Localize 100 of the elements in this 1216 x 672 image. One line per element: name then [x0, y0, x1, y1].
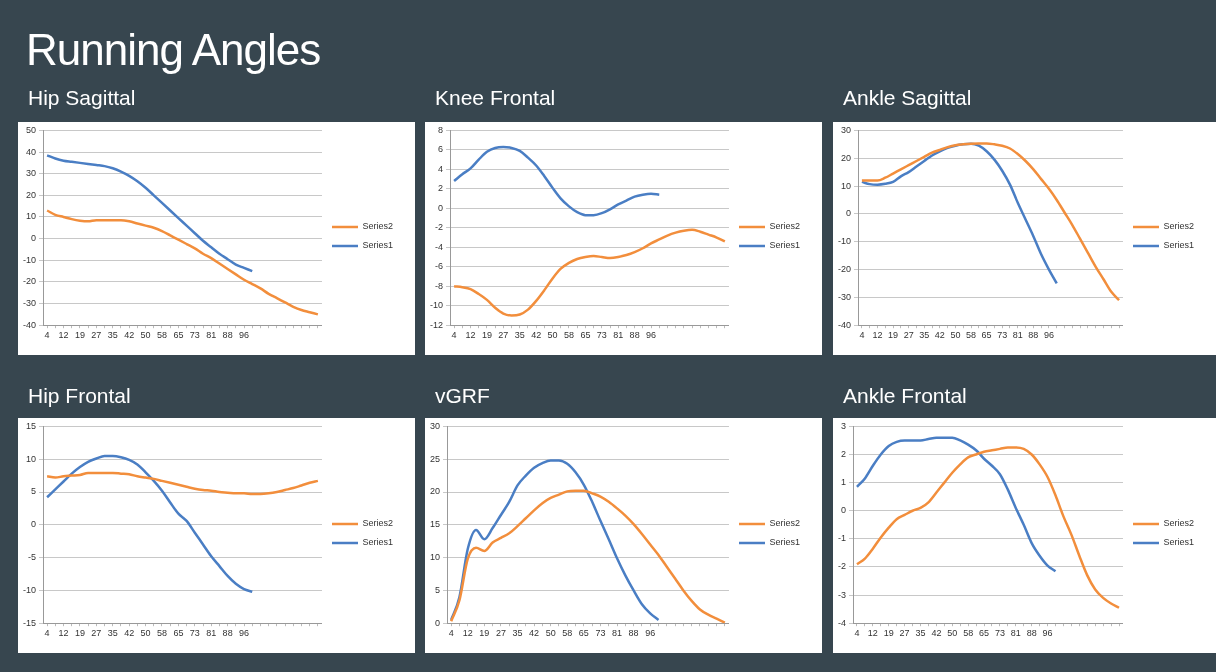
legend-label: Series2 — [1163, 518, 1194, 529]
x-tick-label: 35 — [514, 330, 525, 341]
x-tick-label: 4 — [44, 628, 50, 639]
x-tick-label: 19 — [888, 330, 899, 341]
x-tick-label: 73 — [189, 628, 200, 639]
x-tick-label: 96 — [239, 330, 250, 341]
x-tick-label: 42 — [124, 628, 135, 639]
y-tick-label: 10 — [25, 453, 37, 464]
y-tick-label: -2 — [837, 561, 846, 572]
x-tick-label: 12 — [462, 628, 473, 639]
line-series — [452, 145, 661, 217]
x-tick-label: 12 — [58, 330, 69, 341]
x-tick-label: 4 — [451, 330, 457, 341]
y-tick-label: -10 — [429, 300, 444, 311]
legend-label: Series2 — [1163, 221, 1194, 232]
y-tick-label: 10 — [840, 180, 852, 191]
y-tick-label: 5 — [30, 486, 37, 497]
y-tick-label: -12 — [429, 319, 444, 330]
x-tick-label: 27 — [91, 330, 102, 341]
y-tick-label: 50 — [25, 124, 37, 135]
x-tick-label: 96 — [645, 628, 656, 639]
y-tick-label: -8 — [434, 280, 444, 291]
y-tick-label: -20 — [22, 276, 37, 287]
x-tick-label: 65 — [580, 330, 591, 341]
x-tick-label: 42 — [931, 628, 942, 639]
y-tick-label: 0 — [437, 202, 444, 213]
x-tick-label: 50 — [947, 628, 958, 639]
x-tick-label: 42 — [934, 330, 945, 341]
x-tick-label: 96 — [1042, 628, 1053, 639]
x-tick-label: 19 — [74, 628, 85, 639]
x-tick-label: 65 — [173, 628, 184, 639]
x-tick-label: 35 — [919, 330, 930, 341]
y-tick-label: 10 — [25, 211, 37, 222]
y-tick-label: 0 — [30, 519, 37, 530]
chart-title: Knee Frontal — [435, 85, 556, 111]
legend-label: Series1 — [362, 537, 393, 548]
x-tick-label: 58 — [963, 628, 974, 639]
y-tick-label: 20 — [840, 152, 852, 163]
legend-label: Series2 — [362, 221, 393, 232]
x-tick-label: 35 — [915, 628, 926, 639]
y-tick-label: -15 — [22, 617, 37, 628]
x-tick-label: 88 — [1026, 628, 1037, 639]
x-tick-label: 27 — [495, 628, 506, 639]
y-tick-label: 25 — [430, 453, 441, 464]
x-tick-label: 4 — [44, 330, 50, 341]
y-tick-label: 15 — [430, 519, 441, 530]
x-tick-label: 27 — [498, 330, 509, 341]
legend-label: Series2 — [769, 221, 800, 232]
x-tick-label: 88 — [222, 628, 233, 639]
y-tick-label: 0 — [435, 617, 441, 628]
chart-title: Hip Frontal — [28, 383, 131, 409]
y-tick-label: 15 — [25, 420, 37, 431]
x-tick-label: 27 — [903, 330, 914, 341]
y-tick-label: 5 — [435, 584, 441, 595]
y-tick-label: 1 — [840, 477, 846, 488]
y-tick-label: 30 — [840, 124, 852, 135]
x-tick-label: 35 — [107, 628, 118, 639]
x-tick-label: 19 — [481, 330, 492, 341]
y-tick-label: 0 — [845, 208, 852, 219]
legend-label: Series1 — [769, 240, 800, 251]
x-tick-label: 19 — [883, 628, 894, 639]
x-tick-label: 50 — [140, 330, 151, 341]
x-tick-label: 50 — [140, 628, 151, 639]
x-tick-label: 73 — [596, 330, 607, 341]
y-tick-label: -30 — [22, 298, 37, 309]
x-tick-label: 35 — [512, 628, 523, 639]
x-tick-label: 4 — [854, 628, 860, 639]
x-tick-label: 4 — [859, 330, 865, 341]
x-tick-label: 50 — [547, 330, 558, 341]
x-tick-label: 58 — [156, 330, 167, 341]
y-tick-label: -5 — [27, 552, 37, 563]
x-tick-label: 88 — [1028, 330, 1039, 341]
chart-title: Ankle Sagittal — [843, 85, 972, 111]
y-tick-label: 8 — [437, 124, 444, 135]
legend-label: Series1 — [1163, 240, 1194, 251]
x-tick-label: 42 — [531, 330, 542, 341]
y-tick-label: -20 — [837, 264, 852, 275]
x-tick-label: 12 — [58, 628, 69, 639]
x-tick-label: 12 — [867, 628, 878, 639]
line-series — [855, 436, 1057, 573]
y-tick-label: 4 — [437, 163, 444, 174]
y-tick-label: 2 — [840, 449, 846, 459]
y-tick-label: -6 — [434, 261, 444, 272]
x-tick-label: 88 — [628, 628, 639, 639]
y-tick-label: -40 — [22, 319, 37, 330]
x-tick-label: 12 — [872, 330, 883, 341]
x-tick-label: 58 — [562, 628, 573, 639]
x-tick-label: 27 — [899, 628, 910, 639]
y-tick-label: -10 — [22, 584, 37, 595]
y-tick-label: 20 — [430, 486, 441, 497]
x-tick-label: 58 — [563, 330, 574, 341]
x-tick-label: 96 — [1043, 330, 1054, 341]
x-tick-label: 19 — [479, 628, 490, 639]
line-series — [45, 454, 254, 593]
x-tick-label: 65 — [979, 628, 990, 639]
x-tick-label: 81 — [206, 330, 217, 341]
x-tick-label: 81 — [1012, 330, 1023, 341]
x-tick-label: 65 — [173, 330, 184, 341]
x-tick-label: 81 — [613, 330, 624, 341]
x-tick-label: 65 — [578, 628, 589, 639]
